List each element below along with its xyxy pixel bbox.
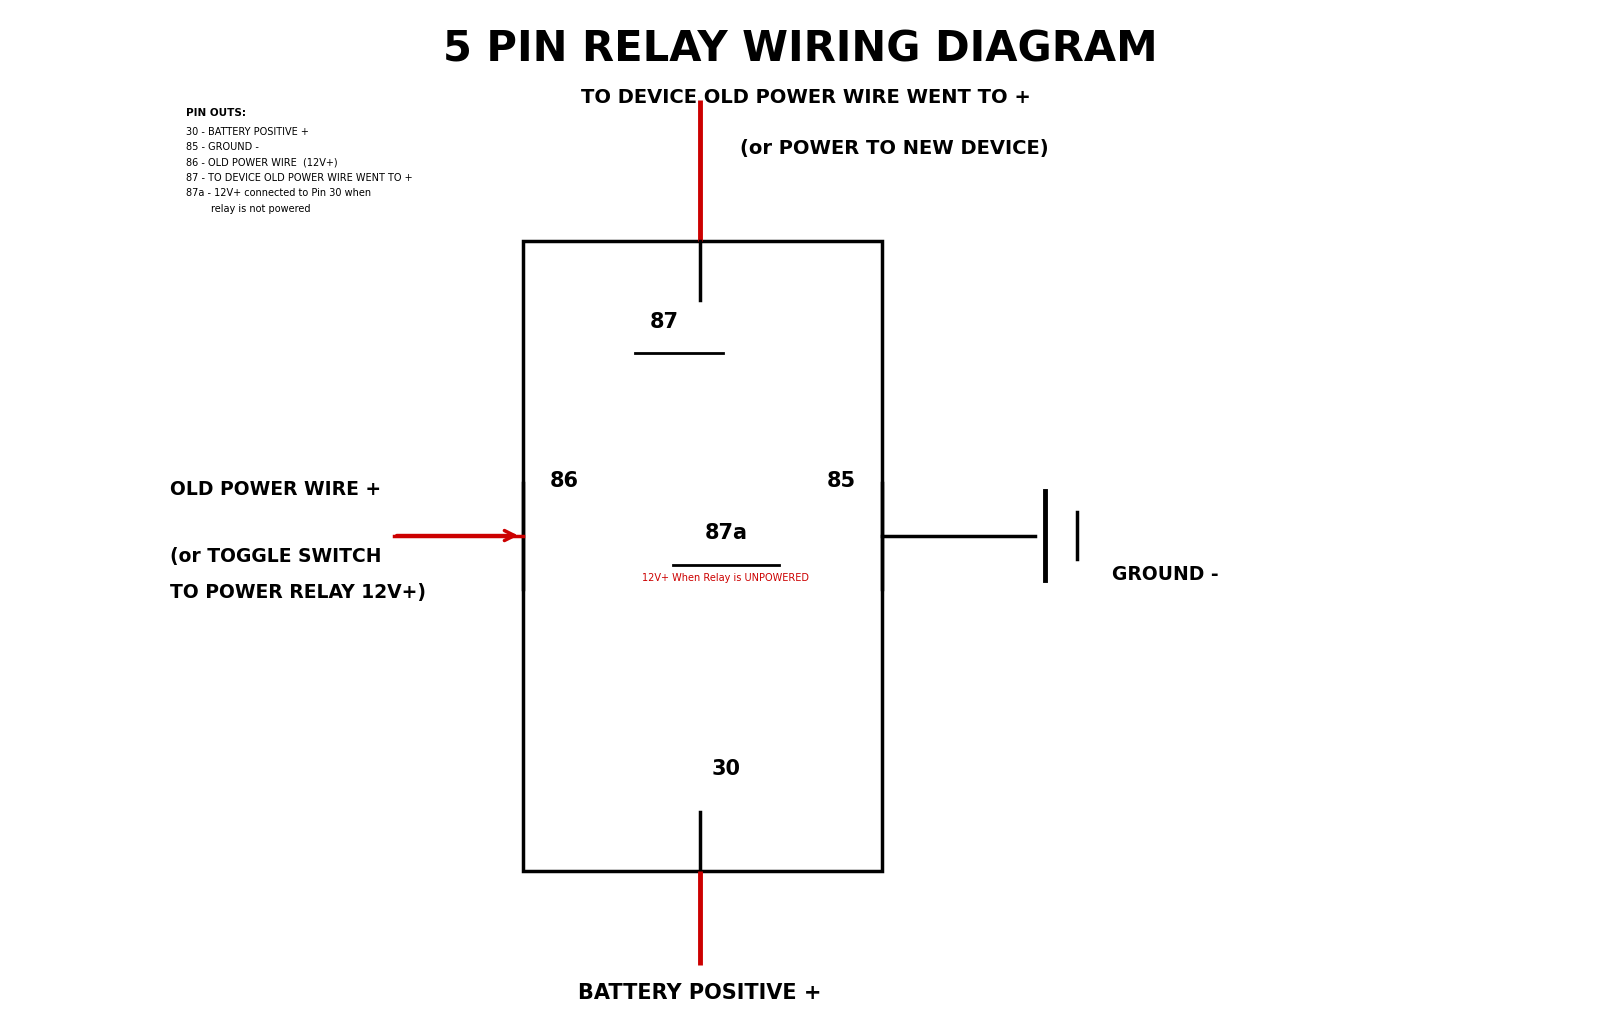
Text: 5 PIN RELAY WIRING DIAGRAM: 5 PIN RELAY WIRING DIAGRAM (443, 29, 1157, 71)
Text: TO DEVICE OLD POWER WIRE WENT TO +: TO DEVICE OLD POWER WIRE WENT TO + (581, 88, 1030, 108)
Text: relay is not powered: relay is not powered (186, 204, 310, 214)
Text: 87a: 87a (704, 522, 747, 543)
Text: 87: 87 (650, 312, 678, 332)
Text: 87 - TO DEVICE OLD POWER WIRE WENT TO +: 87 - TO DEVICE OLD POWER WIRE WENT TO + (186, 173, 413, 183)
Text: 86 - OLD POWER WIRE  (12V+): 86 - OLD POWER WIRE (12V+) (186, 158, 338, 168)
Bar (523, 242, 882, 871)
Text: BATTERY POSITIVE +: BATTERY POSITIVE + (578, 983, 822, 1002)
Text: GROUND -: GROUND - (1112, 565, 1219, 584)
Text: 30 - BATTERY POSITIVE +: 30 - BATTERY POSITIVE + (186, 127, 309, 137)
Text: PIN OUTS:: PIN OUTS: (186, 109, 246, 119)
Text: 85: 85 (827, 471, 856, 490)
Text: TO POWER RELAY 12V+): TO POWER RELAY 12V+) (170, 583, 426, 602)
Text: 85 - GROUND -: 85 - GROUND - (186, 142, 259, 153)
Text: (or TOGGLE SWITCH: (or TOGGLE SWITCH (170, 547, 382, 566)
Text: 12V+ When Relay is UNPOWERED: 12V+ When Relay is UNPOWERED (642, 573, 810, 584)
Text: 87a - 12V+ connected to Pin 30 when: 87a - 12V+ connected to Pin 30 when (186, 188, 371, 199)
Text: 30: 30 (712, 759, 741, 779)
Text: OLD POWER WIRE +: OLD POWER WIRE + (170, 480, 381, 500)
Text: 86: 86 (550, 471, 579, 490)
Text: (or POWER TO NEW DEVICE): (or POWER TO NEW DEVICE) (739, 139, 1048, 158)
